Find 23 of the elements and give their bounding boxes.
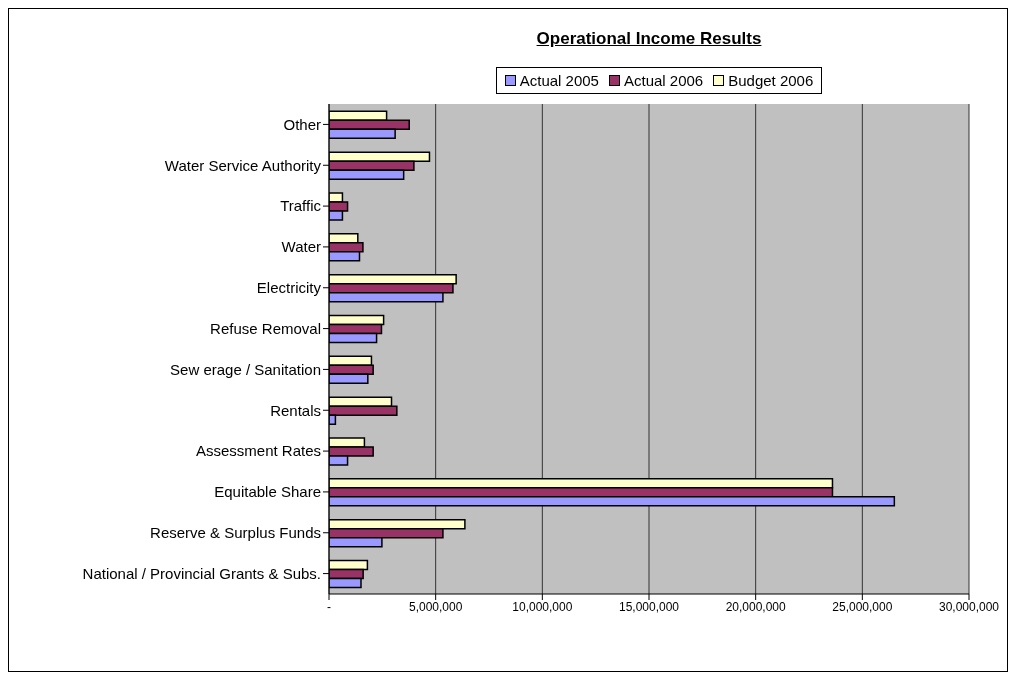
y-tick-label: Other (283, 115, 321, 133)
y-tick-label: Rentals (270, 401, 321, 419)
y-tick-label: Assessment Rates (195, 442, 321, 460)
y-tick-label: Equitable Share (214, 483, 321, 501)
x-tick-label: 30,000,000 (938, 599, 1000, 614)
x-tick-label: - (327, 599, 331, 614)
x-tick-label: 20,000,000 (725, 599, 787, 614)
x-tick-label: 10,000,000 (512, 599, 573, 614)
y-tick-label: Reserve & Surplus Funds (150, 524, 321, 542)
y-tick-label: Sew erage / Sanitation (170, 360, 321, 378)
y-tick-label: Water Service Authority (164, 156, 322, 174)
legend-label: Actual 2006 (622, 72, 704, 89)
chart-title: Operational Income Results (535, 29, 763, 49)
legend-label: Budget 2006 (727, 72, 814, 89)
legend-label: Actual 2005 (518, 72, 599, 89)
y-tick-label: Electricity (256, 279, 322, 297)
y-tick-label: Traffic (280, 197, 322, 215)
y-tick-label: Water (281, 238, 321, 256)
x-tick-label: 15,000,000 (618, 599, 680, 614)
y-tick-label: National / Provincial Grants & Subs. (82, 564, 321, 582)
x-tick-label: 25,000,000 (832, 599, 893, 614)
x-tick-label: 5,000,000 (408, 599, 463, 614)
y-tick-label: Refuse Removal (210, 319, 321, 337)
